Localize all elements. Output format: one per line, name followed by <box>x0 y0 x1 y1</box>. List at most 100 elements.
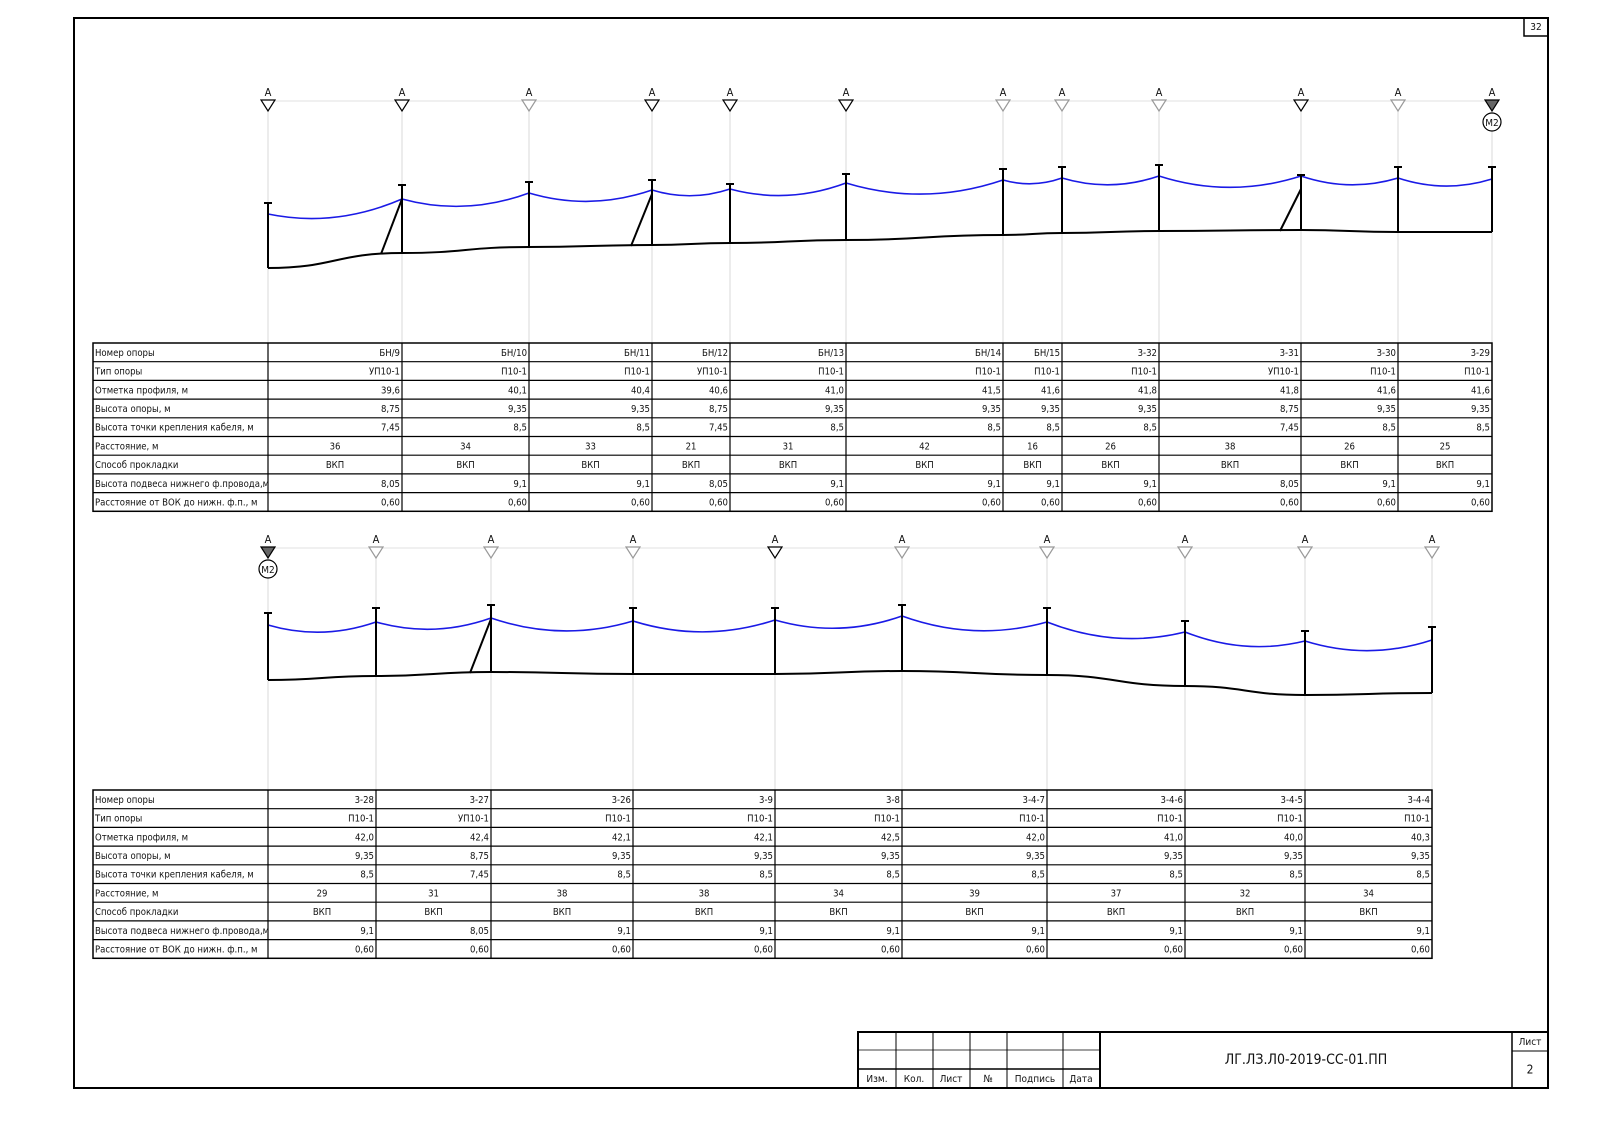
table-cell: 7,45 <box>1280 423 1299 434</box>
table-frame <box>92 342 1493 513</box>
table-cell: 39 <box>969 888 980 899</box>
table-cell: 0,60 <box>1284 944 1303 955</box>
table-frame <box>92 789 1433 960</box>
marker-label: А <box>630 533 637 546</box>
marker-triangle <box>1053 99 1071 113</box>
table-cell: 0,60 <box>709 497 728 508</box>
marker-triangle <box>1176 546 1194 560</box>
marker-label: А <box>399 86 406 99</box>
table-cell: 7,45 <box>709 423 728 434</box>
table-cell: 3-32 <box>1138 348 1157 359</box>
table-cell: 41,6 <box>1471 385 1490 396</box>
table-cell: 9,35 <box>982 404 1001 415</box>
row-label: Тип опоры <box>94 814 142 825</box>
title-col: Изм. <box>866 1074 887 1085</box>
row-label: Номер опоры <box>95 795 155 806</box>
table-cell: ВКП <box>965 907 983 918</box>
table-cell: 8,5 <box>830 423 844 434</box>
table-cell: 9,1 <box>830 479 844 490</box>
row-label: Способ прокладки <box>95 907 178 918</box>
table-cell: 9,35 <box>1138 404 1157 415</box>
table-cell: 8,5 <box>1382 423 1396 434</box>
table-cell: 41,6 <box>1377 385 1396 396</box>
title-col: Подпись <box>1015 1074 1055 1085</box>
marker-label: А <box>1302 533 1309 546</box>
table-cell: 0,60 <box>825 497 844 508</box>
table-cell: 9,35 <box>1164 851 1183 862</box>
marker-circle <box>1482 112 1502 132</box>
row-label: Отметка профиля, м <box>95 832 188 843</box>
table-cell: П10-1 <box>874 814 900 825</box>
table-cell: 9,1 <box>759 926 773 937</box>
row-label: Высота подвеса нижнего ф.провода,м <box>95 479 269 490</box>
table-cell: 9,35 <box>631 404 650 415</box>
table-cell: П10-1 <box>1370 367 1396 378</box>
table-cell: 9,1 <box>636 479 650 490</box>
marker-label: А <box>843 86 850 99</box>
table-cell: 0,60 <box>1041 497 1060 508</box>
table-cell: БН/13 <box>818 348 844 359</box>
table-cell: 0,60 <box>1138 497 1157 508</box>
strut <box>469 618 492 674</box>
table-cell: 38 <box>1225 441 1236 452</box>
corner-sheet-number: 32 <box>1530 22 1541 33</box>
table-cell: 0,60 <box>1411 944 1430 955</box>
marker-triangle <box>1296 546 1314 560</box>
marker-label: А <box>265 533 272 546</box>
table-cell: 7,45 <box>381 423 400 434</box>
row-label: Высота точки крепления кабеля, м <box>95 870 254 881</box>
table-cell: 40,4 <box>631 385 650 396</box>
table-cell: 9,1 <box>987 479 1001 490</box>
marker-label: А <box>1044 533 1051 546</box>
marker-label: А <box>899 533 906 546</box>
marker-label: А <box>1395 86 1402 99</box>
table-cell: 34 <box>1363 888 1374 899</box>
table-cell: 9,1 <box>1382 479 1396 490</box>
title-col: Лист <box>940 1074 963 1085</box>
strut <box>1279 188 1302 232</box>
table-cell: 0,60 <box>881 944 900 955</box>
table-cell: БН/11 <box>624 348 650 359</box>
table-cell: 8,05 <box>381 479 400 490</box>
table-cell: 25 <box>1440 441 1451 452</box>
table-cell: 8,5 <box>513 423 527 434</box>
table-cell: 9,35 <box>1284 851 1303 862</box>
table-cell: 41,8 <box>1138 385 1157 396</box>
table-cell: 26 <box>1105 441 1116 452</box>
table-cell: 34 <box>460 441 471 452</box>
table-cell: ВКП <box>1221 460 1239 471</box>
table-cell: 9,35 <box>1471 404 1490 415</box>
marker-triangle <box>367 546 385 560</box>
table-cell: БН/9 <box>379 348 400 359</box>
table-cell: 0,60 <box>1280 497 1299 508</box>
table-cell: УП10-1 <box>697 367 728 378</box>
table-cell: УП10-1 <box>1268 367 1299 378</box>
table-cell: 3-4-5 <box>1281 795 1303 806</box>
marker-label: А <box>1182 533 1189 546</box>
marker-triangle <box>1483 99 1501 113</box>
table-cell: 9,35 <box>1041 404 1060 415</box>
table-cell: 8,5 <box>617 870 631 881</box>
strut <box>630 193 653 247</box>
marker-label: А <box>373 533 380 546</box>
table-cell: 9,35 <box>1377 404 1396 415</box>
table-cell: 3-8 <box>886 795 900 806</box>
marker-triangle <box>520 99 538 113</box>
marker-triangle <box>994 99 1012 113</box>
table-cell: 3-4-4 <box>1408 795 1430 806</box>
table-cell: 40,0 <box>1284 832 1303 843</box>
table-cell: 0,60 <box>381 497 400 508</box>
table-cell: 42,1 <box>612 832 631 843</box>
title-col: Дата <box>1069 1074 1092 1085</box>
table-cell: 9,1 <box>1046 479 1060 490</box>
table-cell: 8,5 <box>1031 870 1045 881</box>
table-cell: БН/14 <box>975 348 1001 359</box>
table-cell: 9,1 <box>360 926 374 937</box>
table-cell: ВКП <box>424 907 442 918</box>
table-cell: ВКП <box>1340 460 1358 471</box>
table-cell: 9,35 <box>881 851 900 862</box>
table-cell: П10-1 <box>1019 814 1045 825</box>
table-cell: 3-26 <box>612 795 631 806</box>
table-cell: 9,1 <box>617 926 631 937</box>
table-cell: 9,1 <box>1169 926 1183 937</box>
